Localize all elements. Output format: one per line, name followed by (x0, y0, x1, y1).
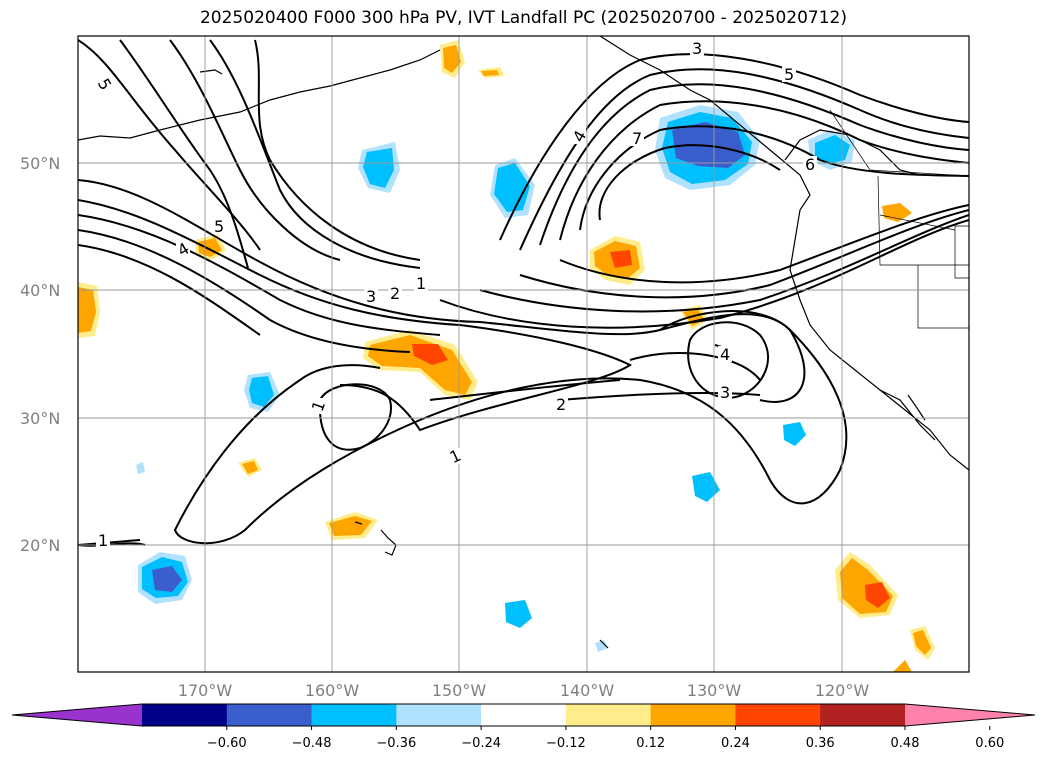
country-borders (829, 109, 969, 329)
contour-label: 6 (805, 155, 815, 174)
contour-label: 2 (390, 284, 400, 303)
contour-label: 4 (720, 345, 730, 364)
colorbar-tick-label: −0.60 (207, 736, 247, 751)
contour-label: 3 (692, 39, 702, 58)
lon-label: 160°W (305, 681, 360, 700)
lat-labels: 50°N 40°N 30°N 20°N (20, 154, 60, 555)
gridlines (78, 36, 969, 672)
contour-label: 5 (784, 65, 794, 84)
contour-label: 7 (632, 129, 642, 148)
colorbar-segment (735, 704, 821, 726)
map-title: 2025020400 F000 300 hPa PV, IVT Landfall… (199, 8, 847, 28)
colorbar-segment (142, 704, 228, 726)
colorbar-tick-label: 0.36 (806, 736, 835, 751)
colorbar-tick-label: −0.48 (292, 736, 332, 751)
contour-label: 1 (98, 531, 108, 550)
colorbar-segment (650, 704, 736, 726)
colorbar-segment (311, 704, 397, 726)
colorbar-tick-label: 0.48 (891, 736, 920, 751)
contour-label: 5 (214, 217, 224, 236)
plot-frame (77, 35, 970, 673)
colorbar-segment (820, 704, 906, 726)
contour-labels: 5 3 4 7 5 6 5 4 3 2 1 4 3 2 (94, 39, 817, 550)
lat-label: 20°N (20, 536, 60, 555)
lon-labels: 170°W 160°W 150°W 140°W 130°W 120°W (178, 681, 870, 700)
ivt-contours (78, 39, 969, 547)
colorbar-extend-high (905, 704, 1035, 726)
lat-label: 50°N (20, 154, 60, 173)
colorbar-segment (226, 704, 313, 726)
lon-label: 140°W (560, 681, 615, 700)
colorbar-tick-label: 0.12 (636, 736, 665, 751)
lon-label: 120°W (815, 681, 870, 700)
colorbar-segment (565, 704, 652, 726)
colorbar-tick-label: 0.60 (975, 736, 1004, 751)
contour-label: 3 (366, 287, 376, 306)
colorbar-segment (481, 704, 567, 726)
colorbar-segment (396, 704, 482, 726)
lon-label: 130°W (687, 681, 742, 700)
map-plot-area: 5 3 4 7 5 6 5 4 3 2 1 4 3 2 (78, 36, 969, 672)
colorbar-tick-label: −0.36 (376, 736, 416, 751)
colorbar-tick-label: 0.24 (721, 736, 750, 751)
colorbar-extend-low (12, 704, 142, 726)
lat-label: 30°N (20, 409, 60, 428)
colorbar-tick-label: −0.12 (546, 736, 586, 751)
lon-label: 170°W (178, 681, 233, 700)
colorbar: −0.60 −0.48 −0.36 −0.24 −0.12 0.12 0.24 0.36 0.4… (11, 703, 1036, 751)
lon-label: 150°W (432, 681, 487, 700)
lat-label: 40°N (20, 281, 60, 300)
colorbar-tick-label: −0.24 (461, 736, 501, 751)
contour-label: 2 (556, 395, 566, 414)
contour-label: 3 (720, 383, 730, 402)
contour-label: 1 (416, 274, 426, 293)
colorbar-outline (11, 703, 1036, 727)
